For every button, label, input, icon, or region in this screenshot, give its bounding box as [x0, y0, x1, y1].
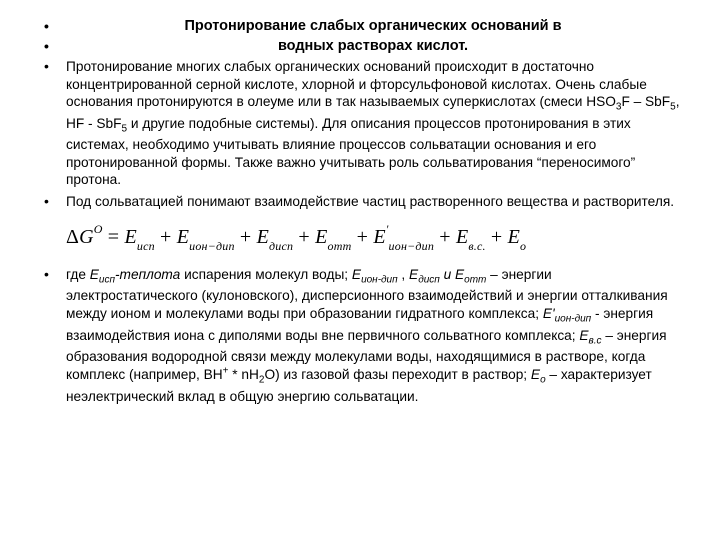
title-line-2: водных растворах кислот.: [40, 38, 680, 54]
paragraph-1-text: Протонирование многих слабых органически…: [66, 59, 680, 187]
formula-block: ΔGO = Eисп + Eион−дип + Eдисп + Eотт + E…: [66, 224, 680, 252]
formula: ΔGO = Eисп + Eион−дип + Eдисп + Eотт + E…: [66, 226, 526, 248]
bullet-list: Протонирование слабых органических основ…: [40, 18, 680, 210]
title-text-2: водных растворах кислот.: [278, 38, 468, 54]
paragraph-3-text: где Еисп-теплота испарения молекул воды;…: [66, 267, 668, 404]
paragraph-3: где Еисп-теплота испарения молекул воды;…: [40, 266, 680, 405]
paragraph-2-text: Под сольватацией понимают взаимодействие…: [66, 194, 674, 209]
title-text-1: Протонирование слабых органических основ…: [184, 18, 561, 34]
paragraph-2: Под сольватацией понимают взаимодействие…: [40, 193, 680, 211]
bullet-list-2: где Еисп-теплота испарения молекул воды;…: [40, 266, 680, 405]
paragraph-1: Протонирование многих слабых органически…: [40, 58, 680, 189]
title-line-1: Протонирование слабых органических основ…: [40, 18, 680, 34]
